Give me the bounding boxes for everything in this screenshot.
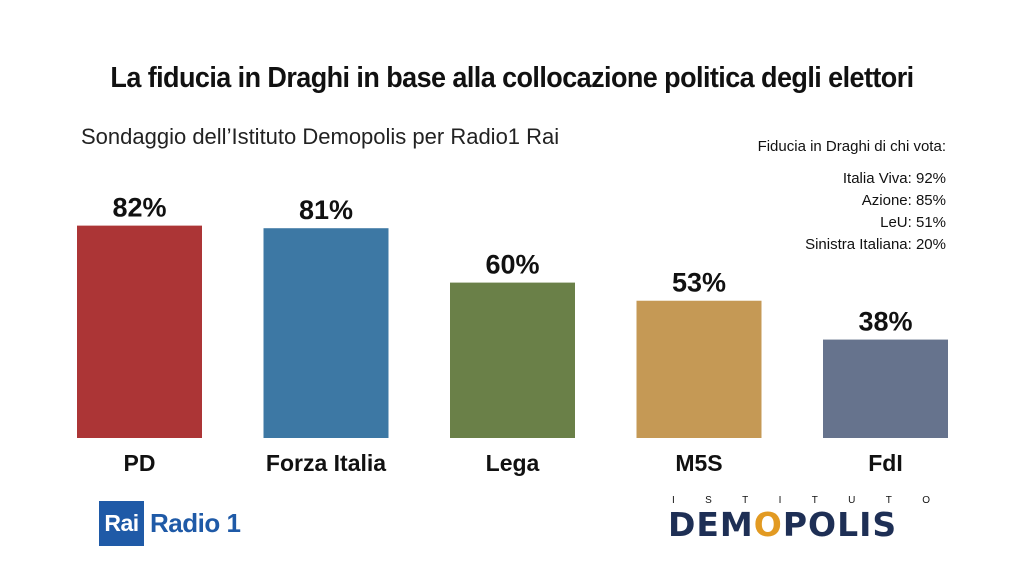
demopolis-logo-o: O xyxy=(753,505,783,544)
category-label: FdI xyxy=(868,450,903,476)
data-label: 60% xyxy=(485,250,539,280)
demopolis-top-letter: T xyxy=(811,495,818,506)
bar-fdi xyxy=(823,339,948,438)
data-label: 53% xyxy=(672,268,726,298)
side-note-heading: Fiducia in Draghi di chi vota: xyxy=(757,138,946,155)
side-note-line: Italia Viva: 92% xyxy=(842,170,946,187)
category-label: Lega xyxy=(486,450,540,476)
demopolis-top-letter: I xyxy=(672,495,675,506)
side-note-line: Azione: 85% xyxy=(861,192,946,209)
demopolis-logo-part: POLIS xyxy=(782,505,898,544)
bar-pd xyxy=(77,225,202,438)
bar-forza-italia xyxy=(263,228,389,438)
data-label: 82% xyxy=(112,193,166,223)
demopolis-logo-wordmark: DEMOPOLIS xyxy=(668,507,934,543)
rai-logo-box: Rai xyxy=(99,500,144,546)
demopolis-top-letter: S xyxy=(705,495,712,506)
rai-radio1-logo: Rai Radio 1 xyxy=(99,500,241,546)
demopolis-top-letter: U xyxy=(848,495,856,506)
chart-title: La fiducia in Draghi in base alla colloc… xyxy=(110,62,914,94)
category-label: PD xyxy=(124,450,156,476)
category-label: Forza Italia xyxy=(266,450,386,476)
bar-m5s xyxy=(636,300,762,438)
radio1-logo-text: Radio 1 xyxy=(150,507,241,538)
demopolis-top-letter: O xyxy=(922,495,930,506)
demopolis-top-letter: T xyxy=(742,495,749,506)
category-label: M5S xyxy=(675,450,722,476)
side-note: Fiducia in Draghi di chi vota: Italia Vi… xyxy=(758,136,946,256)
data-label: 81% xyxy=(299,195,353,225)
side-note-line: LeU: 51% xyxy=(880,214,946,231)
demopolis-logo-part: DEM xyxy=(668,505,754,544)
demopolis-top-letter: T xyxy=(885,495,892,506)
chart-subtitle: Sondaggio dell’Istituto Demopolis per Ra… xyxy=(81,124,560,149)
side-note-line: Sinistra Italiana: 20% xyxy=(805,236,946,253)
data-label: 38% xyxy=(858,307,912,337)
bar-lega xyxy=(450,282,575,438)
demopolis-top-letter: I xyxy=(778,495,782,506)
